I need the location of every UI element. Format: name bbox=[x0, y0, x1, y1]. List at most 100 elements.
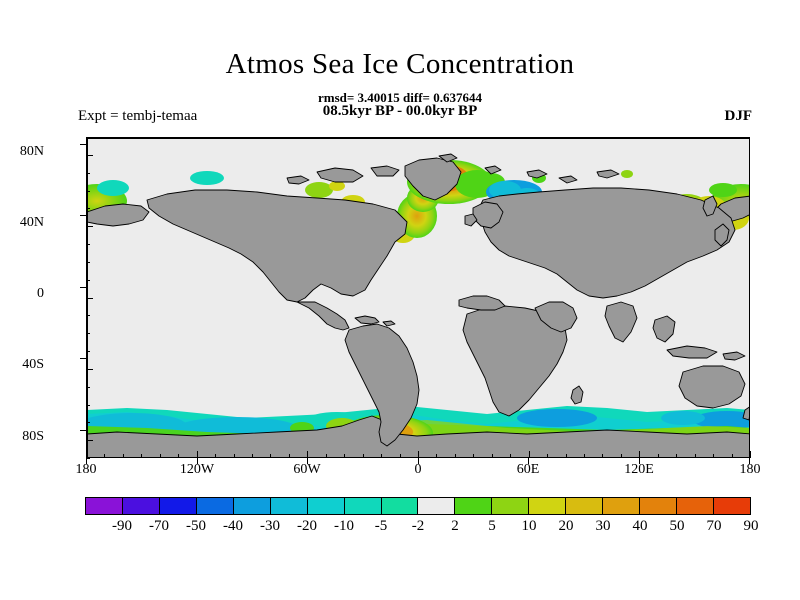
x-axis-tick bbox=[234, 454, 235, 458]
colorbar-cell bbox=[602, 498, 640, 514]
x-axis-tick bbox=[160, 454, 161, 458]
x-axis-tick bbox=[566, 454, 567, 458]
colorbar-tick-label: -20 bbox=[297, 518, 317, 534]
x-axis-tick bbox=[104, 454, 105, 458]
colorbar-cell bbox=[158, 498, 196, 514]
y-axis-tick bbox=[86, 369, 93, 370]
x-axis-tick bbox=[713, 454, 714, 458]
y-axis-tick bbox=[86, 458, 90, 459]
x-axis-tick bbox=[510, 454, 511, 458]
season-label: DJF bbox=[724, 108, 753, 124]
x-axis-tick bbox=[400, 454, 401, 458]
x-axis-tick bbox=[750, 451, 751, 458]
colorbar-tick-label: -2 bbox=[411, 518, 425, 534]
world-map bbox=[87, 138, 749, 457]
colorbar-tick-label: 70 bbox=[706, 518, 722, 534]
x-axis-tick bbox=[547, 454, 548, 458]
y-axis-tick bbox=[86, 315, 90, 316]
x-axis-tick bbox=[621, 454, 622, 458]
colorbar-tick-label: 50 bbox=[669, 518, 685, 534]
period-subtitle: 08.5kyr BP - 00.0kyr BP bbox=[322, 103, 478, 119]
colorbar-gradient bbox=[85, 497, 751, 515]
y-tick-label-80s: 80S bbox=[22, 429, 44, 444]
colorbar-tick-label: 2 bbox=[451, 518, 459, 534]
x-axis-tick bbox=[86, 451, 87, 458]
colorbar-tick-label: -40 bbox=[223, 518, 243, 534]
colorbar-tick-label: 30 bbox=[595, 518, 611, 534]
y-axis-tick bbox=[86, 262, 90, 263]
x-tick-label-120w: 120W bbox=[179, 462, 215, 477]
x-axis-tick bbox=[602, 454, 603, 458]
colorbar-cell bbox=[232, 498, 270, 514]
colorbar-tick-label: 5 bbox=[488, 518, 496, 534]
x-axis-tick bbox=[639, 451, 640, 458]
x-axis-tick bbox=[123, 454, 124, 458]
colorbar-cell bbox=[491, 498, 529, 514]
x-axis-tick bbox=[381, 454, 382, 458]
x-tick-label-0: 0 bbox=[414, 462, 422, 477]
colorbar-tick-label: 20 bbox=[558, 518, 574, 534]
x-axis-tick bbox=[178, 454, 179, 458]
y-axis-tick bbox=[86, 226, 93, 227]
colorbar-cell bbox=[380, 498, 418, 514]
colorbar-cell bbox=[712, 498, 750, 514]
x-axis-tick bbox=[695, 454, 696, 458]
experiment-label: Expt = tembj-temaa bbox=[78, 108, 198, 124]
colorbar-cell bbox=[269, 498, 307, 514]
colorbar-cell bbox=[639, 498, 676, 514]
colorbar-cell bbox=[343, 498, 381, 514]
y-axis-tick bbox=[86, 173, 90, 174]
x-tick-label-180w: 180 bbox=[75, 462, 97, 477]
colorbar bbox=[85, 497, 751, 515]
y-axis-tick bbox=[86, 333, 90, 334]
map-plot-area bbox=[86, 137, 750, 458]
colorbar-cell bbox=[417, 498, 455, 514]
colorbar-cell bbox=[454, 498, 492, 514]
x-axis-tick bbox=[473, 454, 474, 458]
colorbar-tick-label: -70 bbox=[149, 518, 169, 534]
x-axis-tick bbox=[363, 454, 364, 458]
x-axis-tick bbox=[732, 454, 733, 458]
colorbar-tick-label: -5 bbox=[374, 518, 388, 534]
x-axis-tick bbox=[270, 454, 271, 458]
x-tick-label-180e: 180 bbox=[739, 462, 761, 477]
colorbar-cell bbox=[676, 498, 713, 514]
y-tick-label-40n: 40N bbox=[19, 215, 44, 230]
colorbar-tick-label: -10 bbox=[334, 518, 354, 534]
x-axis-tick bbox=[584, 454, 585, 458]
x-axis-tick bbox=[418, 451, 419, 458]
y-axis-tick bbox=[86, 422, 90, 423]
y-axis-tick bbox=[86, 208, 90, 209]
colorbar-cell bbox=[195, 498, 233, 514]
y-axis-tick bbox=[86, 191, 90, 192]
y-axis-tick bbox=[86, 387, 90, 388]
x-axis-tick bbox=[326, 454, 327, 458]
y-tick-label-40s: 40S bbox=[22, 357, 44, 372]
x-axis-tick bbox=[676, 454, 677, 458]
landmasses bbox=[87, 153, 749, 457]
colorbar-cell bbox=[306, 498, 344, 514]
colorbar-tick-label: -50 bbox=[186, 518, 206, 534]
x-axis-tick bbox=[307, 451, 308, 458]
colorbar-cell bbox=[86, 498, 122, 514]
y-tick-label-0: 0 bbox=[37, 286, 44, 301]
statistics-line: rmsd= 3.40015 diff= 0.637644 bbox=[318, 90, 482, 105]
colorbar-cell bbox=[528, 498, 566, 514]
y-axis-tick bbox=[86, 280, 90, 281]
y-axis-tick bbox=[86, 244, 90, 245]
x-axis-tick bbox=[289, 454, 290, 458]
colorbar-cell bbox=[565, 498, 603, 514]
y-axis-tick bbox=[86, 405, 90, 406]
y-axis-tick bbox=[86, 155, 93, 156]
x-tick-label-60e: 60E bbox=[516, 462, 540, 477]
colorbar-tick-label: -30 bbox=[260, 518, 280, 534]
x-axis-tick bbox=[658, 454, 659, 458]
x-tick-label-120e: 120E bbox=[624, 462, 654, 477]
y-axis-tick bbox=[86, 440, 93, 441]
y-tick-label-80n: 80N bbox=[19, 144, 44, 159]
x-axis-tick bbox=[197, 451, 198, 458]
colorbar-tick-label: 40 bbox=[632, 518, 648, 534]
x-axis-tick bbox=[252, 454, 253, 458]
x-axis-tick bbox=[215, 454, 216, 458]
x-axis-tick bbox=[529, 451, 530, 458]
